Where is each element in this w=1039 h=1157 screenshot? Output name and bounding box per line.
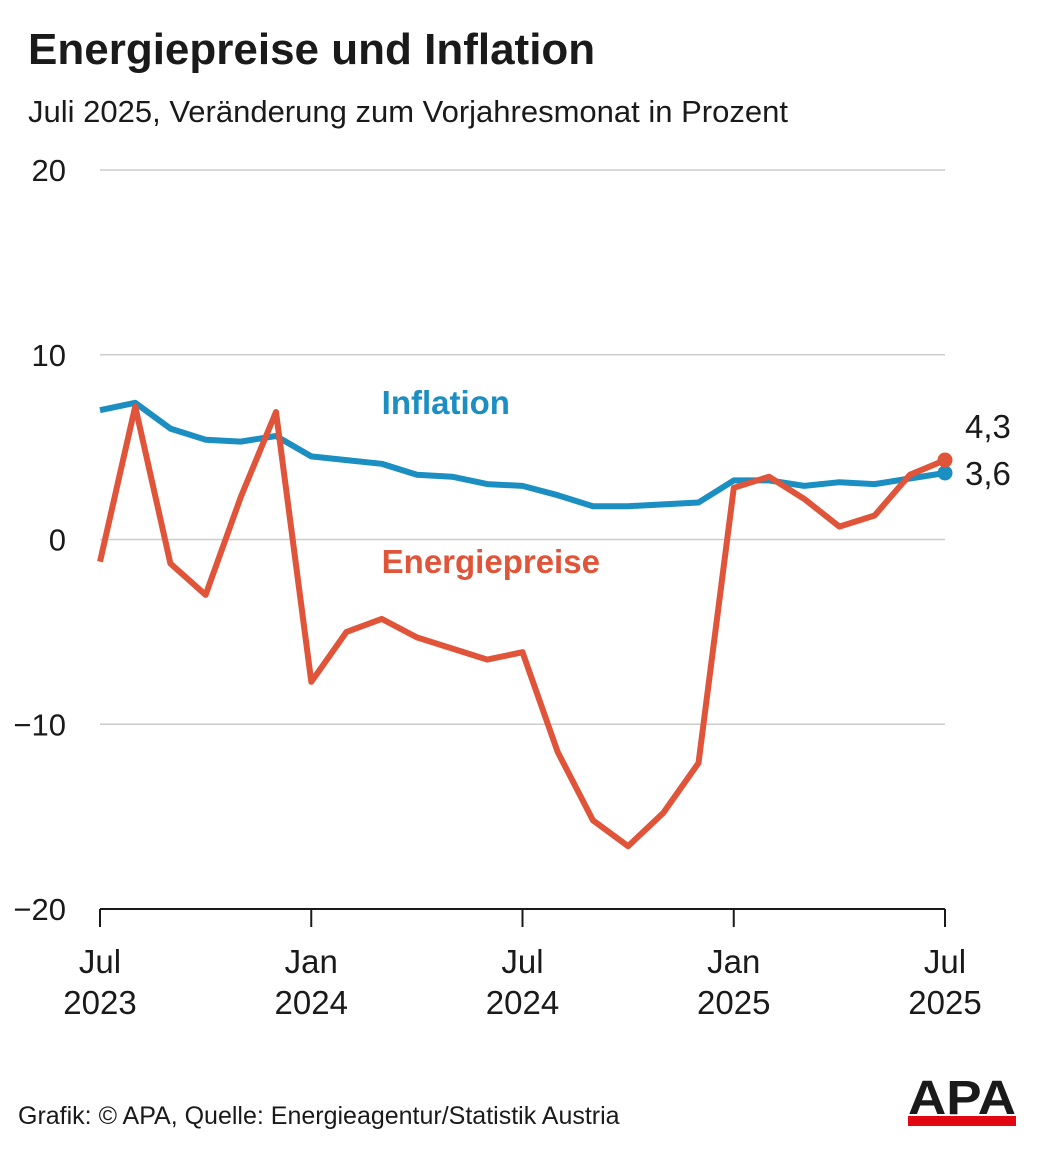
source-note: Grafik: © APA, Quelle: Energieagentur/St… (18, 1102, 620, 1130)
x-tick-label: Jan (285, 943, 338, 980)
x-tick-label: 2024 (275, 984, 348, 1021)
x-tick-label: Jul (924, 943, 966, 980)
series-endpoint-inflation (938, 465, 953, 480)
chart-title: Energiepreise und Inflation (28, 25, 595, 74)
apa-logo-bar (908, 1116, 1016, 1126)
x-tick-label: 2023 (63, 984, 136, 1021)
gridlines (100, 170, 945, 724)
end-label-inflation: 3,6 (965, 455, 1011, 492)
series-endpoint-energiepreise (938, 453, 953, 468)
end-label-energiepreise: 4,3 (965, 408, 1011, 445)
y-tick-label: −10 (13, 707, 66, 742)
y-tick-label: 10 (32, 338, 66, 373)
x-tick-label: Jul (501, 943, 543, 980)
x-tick-label: 2024 (486, 984, 559, 1021)
x-tick-label: 2025 (908, 984, 981, 1021)
x-tick-label: Jul (79, 943, 121, 980)
series-lines (100, 403, 953, 846)
x-tick-label: 2025 (697, 984, 770, 1021)
series-label-energiepreise: Energiepreise (382, 543, 600, 580)
y-tick-label: 20 (32, 153, 66, 188)
series-label-inflation: Inflation (382, 384, 510, 421)
apa-logo: APA (908, 1072, 1016, 1126)
x-tick-label: Jan (707, 943, 760, 980)
chart-subtitle: Juli 2025, Veränderung zum Vorjahresmona… (28, 94, 788, 129)
chart: Energiepreise und Inflation Juli 2025, V… (0, 0, 1039, 1157)
series-line-energiepreise (100, 407, 945, 847)
series-line-inflation (100, 403, 945, 506)
y-tick-label: 0 (49, 523, 66, 558)
y-axis-ticks: 20 10 0 −10 −20 (13, 153, 66, 927)
y-tick-label: −20 (13, 892, 66, 927)
x-axis: Jul 2023 Jan 2024 Jul 2024 Jan 2025 Jul 2025 (63, 909, 981, 1021)
